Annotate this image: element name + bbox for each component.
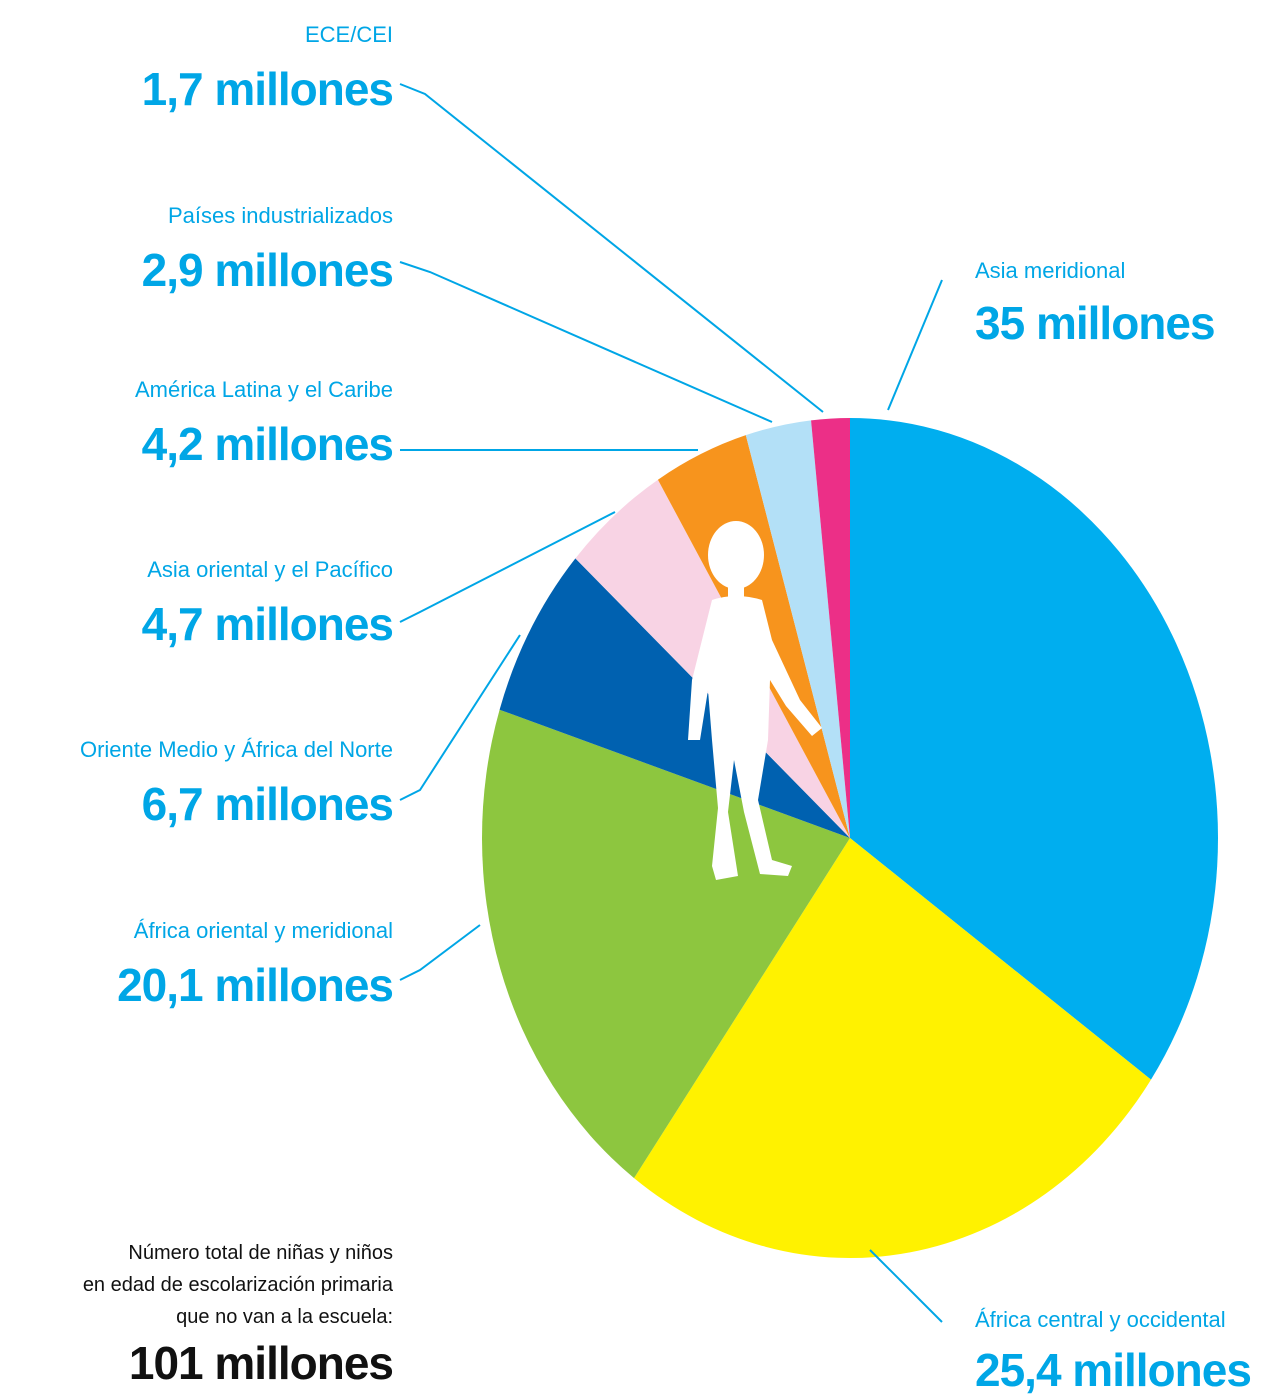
leader-line-oriente-medio <box>399 634 521 801</box>
value-asia-oriental: 4,7 millones <box>141 597 394 651</box>
slice-label-value: 1,7 millones <box>141 63 394 115</box>
value-africa-oriental: 20,1 millones <box>117 958 394 1012</box>
label-asia-meridional: Asia meridional <box>975 258 1125 284</box>
slice-label-name: Oriente Medio y África del Norte <box>79 737 393 762</box>
slice-label-name: África oriental y meridional <box>133 918 393 943</box>
leader-line-ece-cei <box>399 83 824 413</box>
slice-label-value: 25,4 millones <box>975 1344 1252 1396</box>
value-asia-meridional: 35 millones <box>975 296 1216 350</box>
child-silhouette-icon <box>688 521 822 880</box>
slice-label-name: Asia meridional <box>975 258 1126 283</box>
slice-label-value: 35 millones <box>975 297 1216 349</box>
value-oriente-medio: 6,7 millones <box>141 777 394 831</box>
slice-label-value: 20,1 millones <box>117 959 394 1011</box>
label-oriente-medio: Oriente Medio y África del Norte <box>80 737 393 763</box>
pie-slice <box>850 418 1219 1080</box>
slice-label-name: África central y occidental <box>975 1307 1226 1332</box>
pie-slice <box>745 420 850 838</box>
slice-label-value: 4,2 millones <box>141 418 394 470</box>
total-value-text: 101 millones <box>128 1337 394 1389</box>
slice-label-value: 6,7 millones <box>141 778 394 830</box>
total-value: 101 millones <box>128 1336 394 1390</box>
leader-line-paises-industrializados <box>399 261 773 423</box>
value-ece-cei: 1,7 millones <box>141 62 394 116</box>
label-asia-oriental: Asia oriental y el Pacífico <box>147 557 393 583</box>
leader-line-asia-oriental <box>399 511 616 623</box>
leader-line-africa-oriental <box>399 924 481 981</box>
pie-slice <box>811 418 850 838</box>
total-caption: Número total de niñas y niños en edad de… <box>83 1237 393 1333</box>
slice-label-value: 2,9 millones <box>141 244 394 296</box>
total-caption-line: que no van a la escuela: <box>176 1306 393 1328</box>
value-america-latina: 4,2 millones <box>141 417 394 471</box>
total-caption-line: Número total de niñas y niños <box>128 1242 393 1264</box>
slice-label-name: Países industrializados <box>167 203 393 228</box>
label-africa-central: África central y occidental <box>975 1307 1226 1333</box>
slice-label-name: Asia oriental y el Pacífico <box>147 557 393 582</box>
label-ece-cei: ECE/CEI <box>305 22 393 48</box>
slice-label-name: América Latina y el Caribe <box>134 377 393 402</box>
pie-slice <box>634 838 1151 1258</box>
slice-label-name: ECE/CEI <box>304 22 393 47</box>
label-africa-oriental: África oriental y meridional <box>134 918 393 944</box>
total-caption-line: en edad de escolarización primaria <box>82 1274 393 1296</box>
value-paises-industrializados: 2,9 millones <box>141 243 394 297</box>
slice-label-value: 4,7 millones <box>141 598 394 650</box>
leader-line-asia-meridional <box>887 279 943 411</box>
label-america-latina: América Latina y el Caribe <box>135 377 393 403</box>
label-paises-industrializados: Países industrializados <box>168 203 393 229</box>
value-africa-central: 25,4 millones <box>975 1343 1252 1397</box>
leader-line-africa-central <box>869 1249 943 1323</box>
